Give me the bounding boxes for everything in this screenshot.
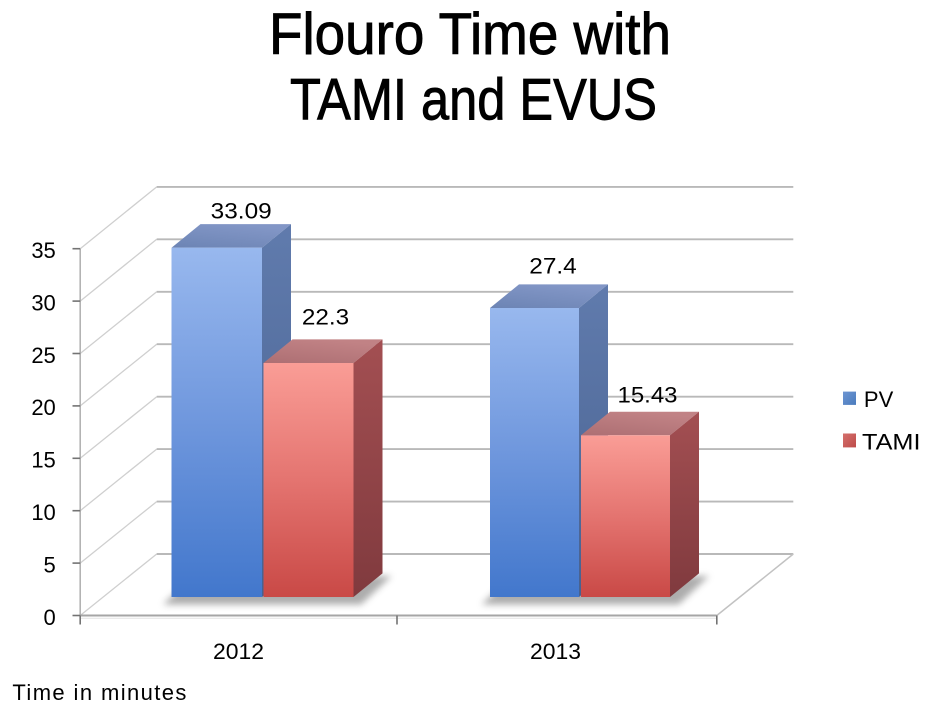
svg-text:5: 5 [44, 552, 56, 577]
svg-text:PV: PV [864, 387, 894, 412]
svg-text:15.43: 15.43 [618, 382, 678, 407]
svg-text:30: 30 [31, 290, 55, 315]
svg-text:22.3: 22.3 [302, 304, 349, 329]
svg-text:27.4: 27.4 [529, 254, 577, 279]
svg-text:2012: 2012 [213, 639, 264, 664]
svg-text:TAMI and EVUS: TAMI and EVUS [290, 68, 657, 133]
svg-text:0: 0 [44, 605, 56, 630]
svg-text:Flouro Time with: Flouro Time with [269, 2, 671, 67]
svg-text:Time in minutes: Time in minutes [12, 680, 186, 705]
svg-text:25: 25 [31, 343, 55, 368]
svg-text:10: 10 [31, 500, 55, 525]
svg-text:33.09: 33.09 [211, 198, 272, 223]
svg-text:15: 15 [31, 448, 55, 473]
svg-text:35: 35 [31, 238, 55, 263]
svg-text:2013: 2013 [530, 639, 581, 664]
svg-text:TAMI: TAMI [862, 429, 921, 454]
svg-text:20: 20 [31, 395, 55, 420]
